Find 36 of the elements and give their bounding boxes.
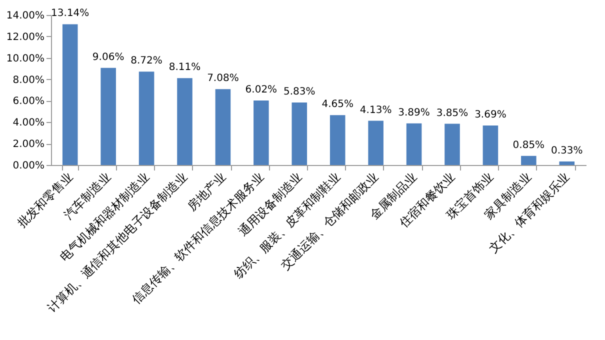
bar xyxy=(368,120,384,165)
data-label: 7.08% xyxy=(207,73,239,84)
bar xyxy=(521,156,536,165)
bar xyxy=(292,102,308,165)
y-tick-label: 12.00% xyxy=(6,32,44,43)
data-label: 13.14% xyxy=(51,8,90,20)
data-label: 4.13% xyxy=(360,104,392,116)
y-tick-label: 14.00% xyxy=(6,10,44,22)
y-tick-label: 4.00% xyxy=(12,118,44,129)
bar xyxy=(444,124,460,165)
bar xyxy=(138,72,154,165)
data-label: 3.85% xyxy=(436,108,468,119)
bar xyxy=(215,89,231,165)
bar xyxy=(62,24,78,165)
bar xyxy=(254,100,269,165)
bar xyxy=(177,78,192,165)
data-label: 4.65% xyxy=(322,99,354,110)
y-tick-label: 0.00% xyxy=(12,160,44,172)
y-tick-label: 10.00% xyxy=(6,53,44,64)
bar xyxy=(330,115,346,165)
data-label: 8.72% xyxy=(130,56,162,67)
bar xyxy=(406,123,422,165)
bar xyxy=(100,68,116,165)
data-label: 5.83% xyxy=(284,86,316,98)
bar xyxy=(482,125,498,165)
data-label: 3.89% xyxy=(398,107,430,118)
data-label: 9.06% xyxy=(92,52,124,63)
data-label: 3.69% xyxy=(474,109,506,120)
data-label: 6.02% xyxy=(245,84,278,96)
data-label: 8.11% xyxy=(168,62,201,74)
data-label: 0.33% xyxy=(551,145,583,156)
y-tick-label: 8.00% xyxy=(12,74,44,86)
y-tick-label: 2.00% xyxy=(12,139,44,150)
bar xyxy=(559,161,575,165)
data-label: 0.85% xyxy=(512,140,545,151)
y-tick-label: 6.00% xyxy=(12,96,44,108)
